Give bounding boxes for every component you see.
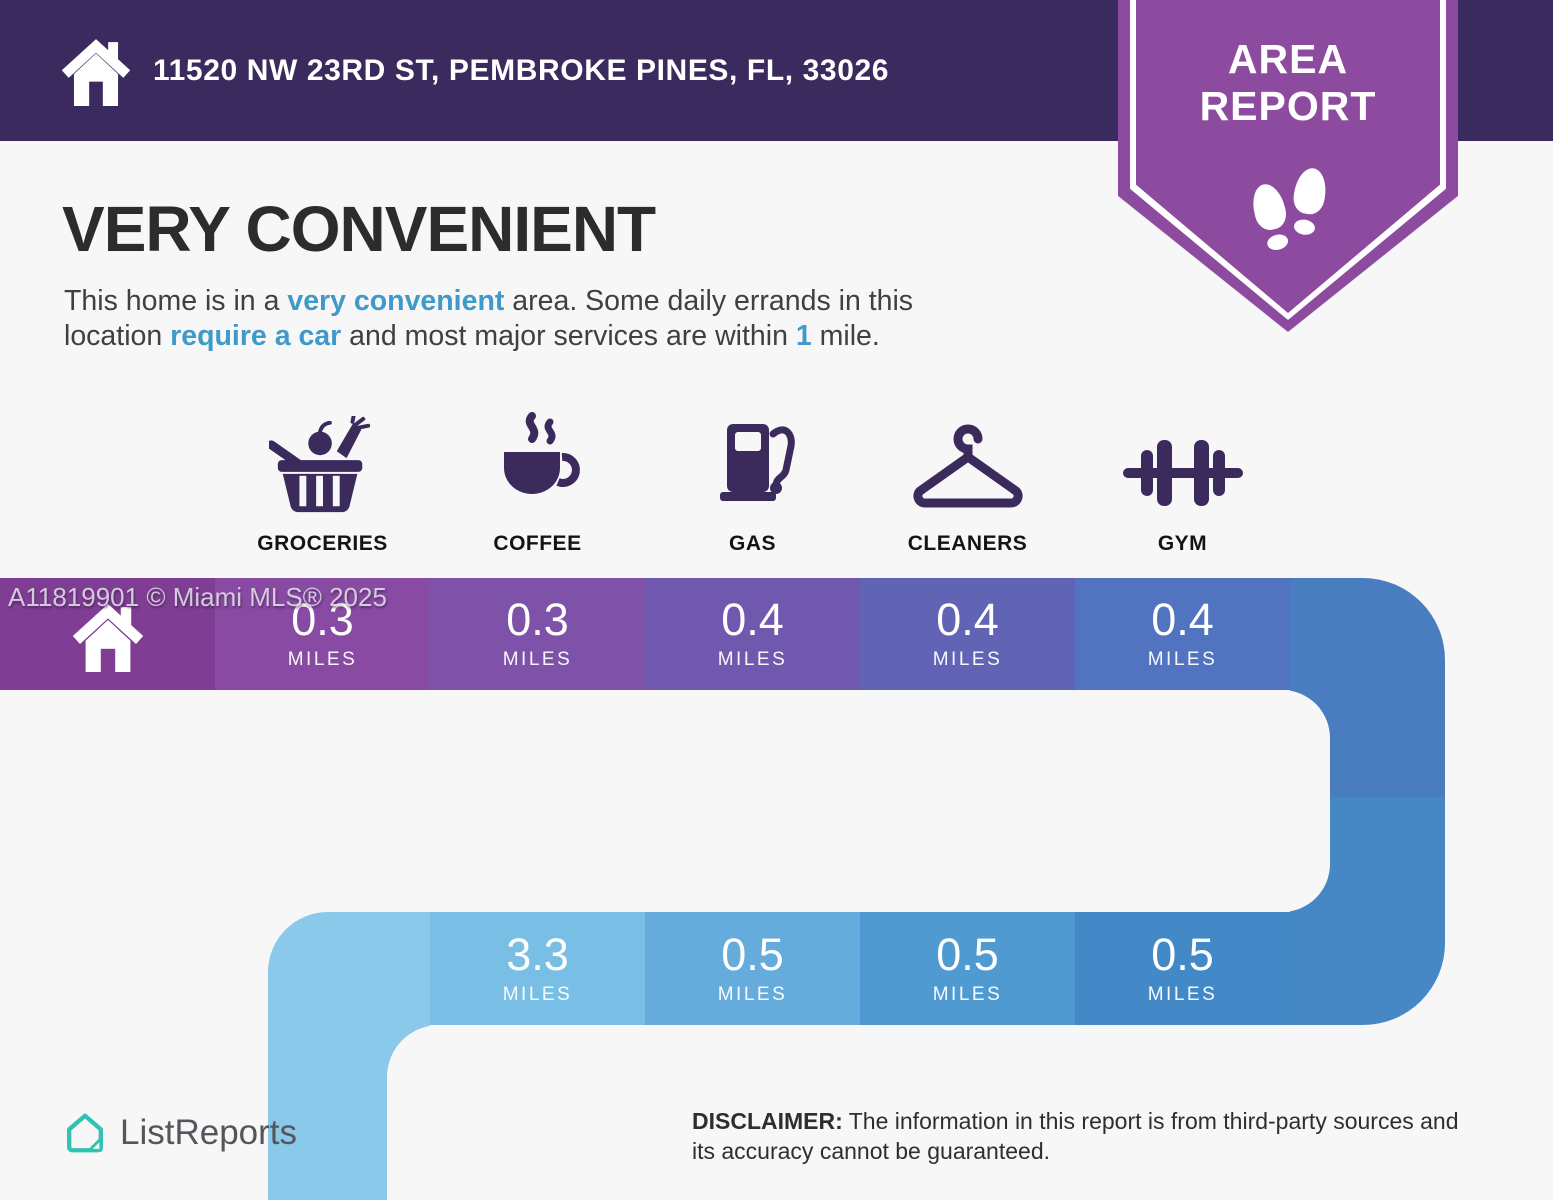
service-label: CLEANERS — [907, 532, 1028, 555]
description-paragraph: This home is in a very convenient area. … — [64, 284, 1104, 354]
listreports-logo: ListReports — [62, 1108, 297, 1158]
home-icon — [61, 39, 131, 106]
para-text: area. Some daily errands in this — [504, 285, 914, 317]
service-label: COFFEE — [493, 532, 582, 555]
ribbon-inner-gap — [0, 690, 1330, 912]
distance-cell: 0.5 MILES — [860, 912, 1075, 1025]
distance-cell: 0.5 MILES — [1075, 912, 1290, 1025]
ribbon-inner-gap-bottom — [387, 1025, 817, 1200]
gas-pump-icon — [719, 424, 795, 501]
distance-value: 0.4 — [936, 594, 999, 645]
listreports-wordmark: ListReports — [120, 1113, 298, 1152]
distance-cell: 0.4 MILES — [860, 578, 1075, 690]
mls-watermark: A11819901 © Miami MLS® 2025 — [8, 582, 387, 612]
groceries-basket-icon — [268, 416, 370, 513]
dumbbell-icon — [1122, 440, 1243, 506]
property-address: 11520 NW 23RD ST, PEMBROKE PINES, FL, 33… — [153, 53, 890, 87]
distance-unit: MILES — [932, 649, 1003, 670]
distance-value: 0.5 — [1151, 928, 1214, 980]
distance-value: 3.3 — [506, 928, 569, 980]
para-text: and most major services are within — [341, 320, 796, 352]
hanger-icon — [912, 424, 1023, 508]
para-text: mile. — [811, 320, 880, 352]
distance-unit: MILES — [287, 649, 358, 670]
disclaimer-label: DISCLAIMER: — [692, 1108, 843, 1134]
distance-unit: MILES — [717, 649, 788, 670]
para-highlight-require-a-car: require a car — [170, 320, 342, 352]
distance-value: 0.5 — [721, 928, 784, 980]
service-label: GAS — [728, 532, 776, 555]
home-icon — [72, 604, 144, 672]
badge-title: AREA REPORT — [1118, 36, 1458, 130]
distance-cell: 0.4 MILES — [645, 578, 860, 690]
distance-unit: MILES — [717, 983, 788, 1005]
area-report-badge: AREA REPORT — [1118, 0, 1458, 332]
distance-cell: 0.4 MILES — [1075, 578, 1290, 690]
distance-cell: 3.3 MILES — [430, 912, 645, 1025]
badge-line1: AREA — [1227, 36, 1349, 82]
distance-cell: 0.5 MILES — [645, 912, 860, 1025]
distance-cell: 0.3 MILES — [430, 578, 645, 690]
service-groceries: GROCERIES — [215, 404, 430, 556]
para-text: This home is in a — [64, 285, 288, 317]
distance-value: 0.4 — [1151, 594, 1214, 645]
disclaimer: DISCLAIMER: The information in this repo… — [692, 1106, 1482, 1166]
footprints-icon — [1118, 165, 1458, 253]
distance-unit: MILES — [502, 649, 573, 670]
coffee-cup-icon — [503, 412, 580, 494]
disclaimer-text: The information in this report is from t… — [692, 1108, 1459, 1164]
distance-value: 0.4 — [721, 594, 784, 645]
distance-unit: MILES — [1147, 983, 1218, 1005]
service-label: GROCERIES — [257, 532, 388, 555]
service-cleaners: CLEANERS — [860, 404, 1075, 556]
distance-unit: MILES — [932, 983, 1003, 1005]
service-coffee: COFFEE — [430, 404, 645, 556]
distance-cell: 0.3 MILES — [215, 578, 430, 690]
service-gym: GYM — [1075, 404, 1290, 556]
distance-value: 0.3 — [291, 594, 354, 645]
page-title: VERY CONVENIENT — [62, 193, 656, 265]
para-highlight-very-convenient: very convenient — [287, 285, 505, 317]
distance-unit: MILES — [1147, 649, 1218, 670]
distance-unit: MILES — [502, 983, 573, 1005]
services-row-1: GROCERIES COFFEE — [215, 404, 1290, 556]
service-label: GYM — [1157, 532, 1208, 555]
para-highlight-1: 1 — [795, 320, 812, 352]
para-text: location — [64, 320, 171, 352]
badge-line2: REPORT — [1199, 83, 1377, 129]
service-gas: GAS — [645, 404, 860, 556]
distance-value: 0.5 — [936, 928, 999, 980]
listreports-house-icon — [67, 1113, 103, 1153]
distance-value: 0.3 — [506, 594, 569, 645]
